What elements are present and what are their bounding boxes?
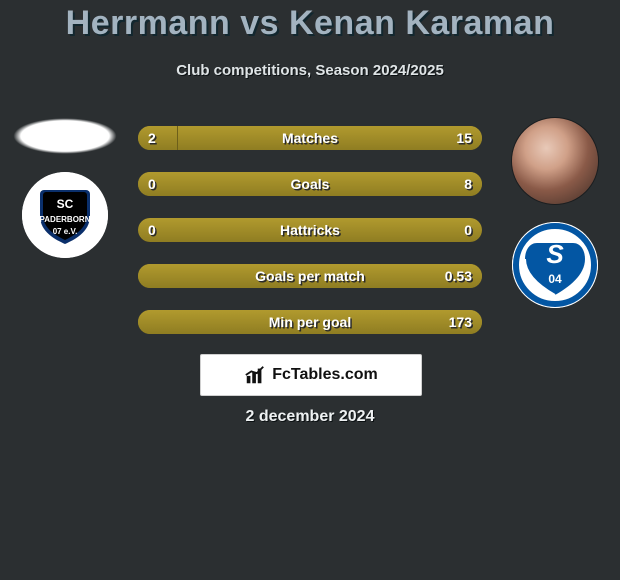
left-club-badge: SC PADERBORN 07 e.V. <box>22 172 108 258</box>
svg-text:07 e.V.: 07 e.V. <box>53 227 78 236</box>
page-title: Herrmann vs Kenan Karaman <box>0 4 620 43</box>
stat-row: Min per goal 173 <box>138 310 482 334</box>
svg-text:S: S <box>546 239 564 269</box>
stat-bars: 2 Matches 15 0 Goals 8 0 Hattricks 0 Goa… <box>138 126 482 356</box>
right-club-badge: S 04 <box>512 222 598 308</box>
stat-row: Goals per match 0.53 <box>138 264 482 288</box>
page-subtitle: Club competitions, Season 2024/2025 <box>0 62 620 79</box>
stat-row: 0 Goals 8 <box>138 172 482 196</box>
svg-text:SC: SC <box>57 197 74 211</box>
svg-text:PADERBORN: PADERBORN <box>40 215 91 224</box>
stat-row: 2 Matches 15 <box>138 126 482 150</box>
chart-icon <box>244 364 266 386</box>
right-player-column: S 04 <box>498 118 612 308</box>
source-logo: FcTables.com <box>200 354 422 396</box>
left-player-avatar <box>13 118 117 154</box>
stat-row: 0 Hattricks 0 <box>138 218 482 242</box>
comparison-card: Herrmann vs Kenan Karaman Club competiti… <box>0 0 620 580</box>
left-player-column: SC PADERBORN 07 e.V. <box>8 118 122 258</box>
svg-text:04: 04 <box>548 272 562 286</box>
source-logo-text: FcTables.com <box>272 366 378 384</box>
right-player-avatar <box>512 118 598 204</box>
snapshot-date: 2 december 2024 <box>0 408 620 426</box>
